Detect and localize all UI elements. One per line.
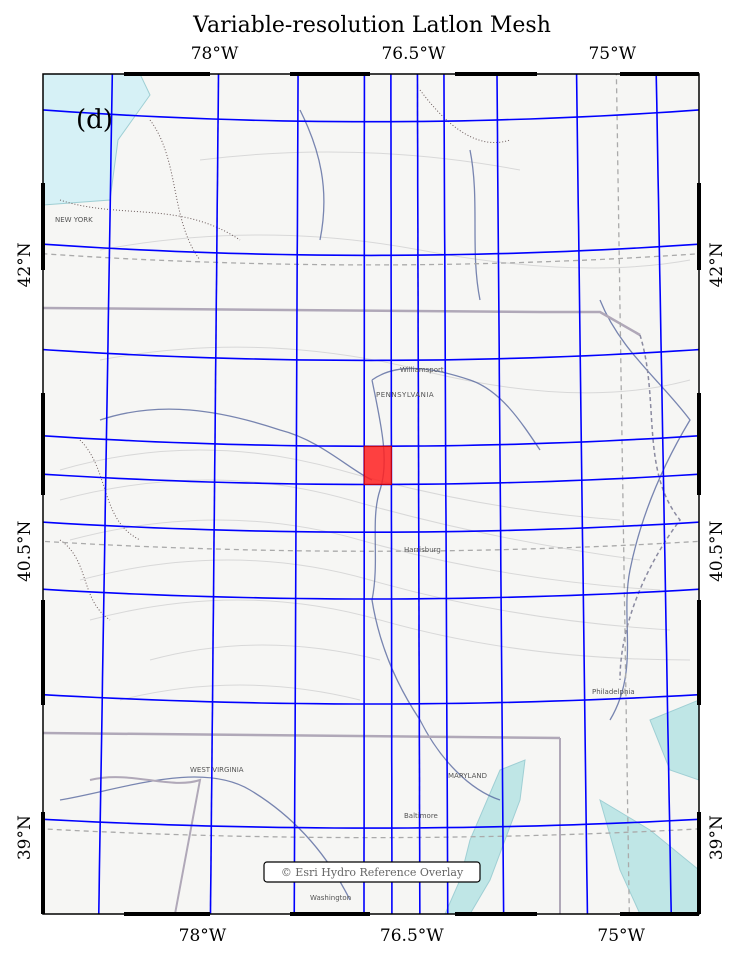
mesh-parallel	[43, 109, 699, 123]
frame-block	[41, 183, 45, 270]
tick-label-right: 42°N	[707, 242, 727, 287]
attribution-text: © Esri Hydro Reference Overlay	[281, 866, 464, 879]
mason-dixon-line	[43, 731, 561, 740]
west-branch-river	[99, 408, 373, 481]
mesh-meridian	[496, 74, 505, 914]
graticule-meridian	[615, 74, 630, 914]
mesh-meridian	[416, 74, 421, 914]
frame-block	[290, 72, 370, 76]
frame-block	[124, 72, 210, 76]
map-label-westvirginia: WEST VIRGINIA	[190, 766, 244, 774]
county-lines	[59, 89, 511, 621]
pa-nj-border	[619, 334, 681, 681]
mesh-meridian	[655, 74, 673, 914]
terrain-relief	[59, 151, 691, 701]
wv-md-border	[89, 776, 202, 914]
mesh-parallel	[43, 693, 699, 705]
tick-label-bottom: 78°W	[179, 926, 227, 946]
frame-block	[41, 393, 45, 495]
mesh-parallel	[43, 818, 699, 829]
mesh-grid	[43, 74, 699, 914]
map-label-washington: Washington	[310, 894, 351, 902]
map-label-pennsylvania: PENNSYLVANIA	[376, 391, 434, 399]
tick-label-left: 42°N	[15, 242, 35, 287]
frame-block	[620, 912, 699, 916]
frame-block	[455, 912, 537, 916]
map-label-maryland: MARYLAND	[448, 772, 487, 780]
frame-block	[697, 600, 701, 705]
frame-block	[697, 183, 701, 270]
map-label-williamsport: Williamsport	[400, 366, 444, 374]
figure-title: Variable-resolution Latlon Mesh	[192, 13, 551, 38]
map-label-philadelphia: Philadelphia	[592, 688, 635, 696]
map-label-newyork: NEW YORK	[55, 216, 93, 224]
frame-block	[620, 72, 699, 76]
frame-block	[41, 600, 45, 705]
mesh-meridian	[575, 74, 589, 914]
tick-label-top: 75°W	[588, 44, 636, 64]
lake-ontario	[43, 74, 151, 206]
tick-label-bottom: 76.5°W	[380, 926, 444, 946]
frame-block	[697, 393, 701, 495]
mesh-parallel	[43, 348, 699, 362]
potomac-river	[59, 776, 351, 901]
tick-label-left: 40.5°N	[15, 521, 35, 582]
atlantic-edge	[649, 699, 699, 781]
graticule-parallel	[43, 828, 699, 839]
frame-block	[124, 912, 210, 916]
tick-label-right: 40.5°N	[707, 521, 727, 582]
attribution-box: © Esri Hydro Reference Overlay	[263, 861, 481, 883]
mesh-meridian	[97, 74, 114, 914]
frame-block	[697, 812, 701, 914]
map-label-baltimore: Baltimore	[404, 812, 438, 820]
map-place-labels: PENNSYLVANIA NEW YORK MARYLAND WEST VIRG…	[55, 216, 635, 902]
mesh-meridian	[293, 74, 299, 914]
mesh-parallel	[43, 243, 699, 257]
map-frame: PENNSYLVANIA NEW YORK MARYLAND WEST VIRG…	[43, 74, 699, 914]
graticule-parallel	[43, 540, 699, 552]
tick-label-bottom: 75°W	[597, 926, 645, 946]
tick-labels: 78°W 76.5°W 75°W 78°W 76.5°W 75°W 42°N 40.5°N 39…	[15, 44, 727, 946]
tick-label-right: 39°N	[707, 815, 727, 860]
map-background	[43, 74, 699, 914]
map-label-harrisburg: Harrisburg	[404, 546, 441, 554]
tick-label-top: 78°W	[191, 44, 239, 64]
graticule-parallel	[43, 253, 699, 266]
mesh-meridian	[209, 74, 220, 914]
delaware-bay	[599, 798, 699, 914]
frame-block	[290, 912, 370, 916]
mesh-meridian	[443, 74, 449, 914]
mesh-parallel	[43, 521, 699, 533]
tick-label-top: 76.5°W	[381, 44, 445, 64]
highlight-cell	[363, 445, 392, 485]
panel-label: (d)	[76, 105, 113, 135]
mesh-parallel	[43, 588, 699, 600]
tick-label-left: 39°N	[15, 815, 35, 860]
frame-block	[455, 72, 537, 76]
frame-ticks	[41, 72, 701, 916]
delaware-river	[599, 299, 691, 721]
frame-block	[41, 812, 45, 914]
rivers	[59, 109, 691, 901]
mesh-meridian	[390, 74, 393, 914]
